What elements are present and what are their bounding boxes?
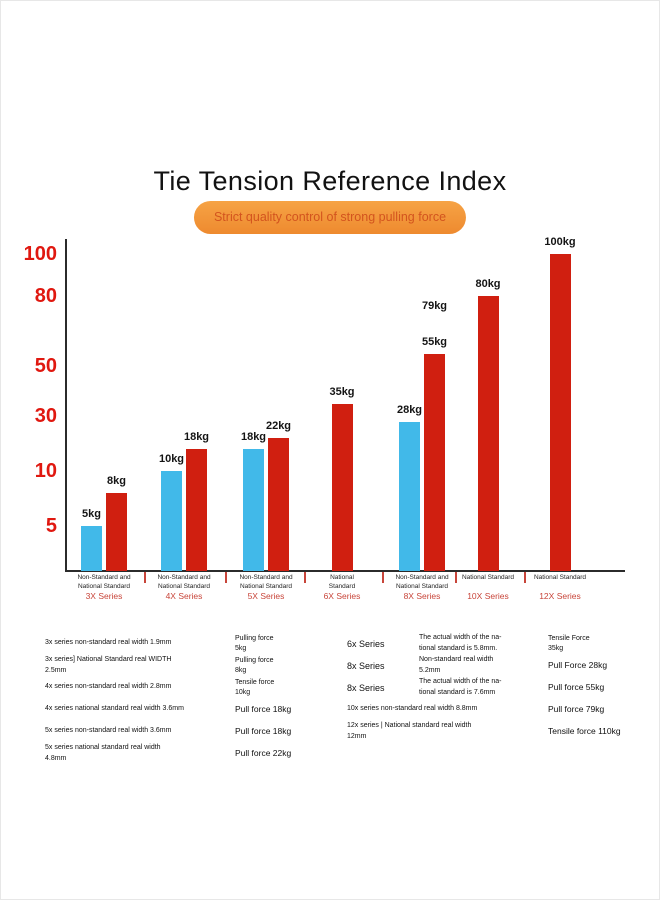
spec-description: 4x series non-standard real width 2.8mm (45, 683, 172, 691)
spec-description: The actual width of the na-tional standa… (419, 678, 502, 696)
spec-row: 8x Series Non-standard real width 5.2mm Pul… (347, 655, 645, 676)
spec-description: 3x series] National Standard real WIDTH 2… (45, 656, 172, 674)
spec-column-right: 6x Series The actual width of the na-tion… (347, 633, 645, 743)
x-axis-series-label: 10X Series (467, 591, 509, 601)
bar-value-label: 10kg (158, 453, 185, 465)
spec-force-value: Pull force 18kg (235, 725, 292, 736)
x-axis-series-label: 8X Series (403, 591, 441, 601)
bar-value-label: 18kg (240, 431, 267, 443)
spec-series-label: 6x Series (347, 638, 385, 649)
x-axis-series-label: 6X Series (323, 591, 361, 601)
bar-value-label: 35kg (329, 385, 355, 398)
spec-row: 5x series non-standard real width 3.6mm P… (45, 721, 337, 742)
page-title: Tie Tension Reference Index (153, 166, 507, 197)
spec-description: 5x series national standard real width 4.… (45, 744, 161, 762)
bar-8x-blue (399, 421, 420, 571)
bar-value-label: 28kg (396, 403, 423, 416)
x-axis-series-label: 4X Series (165, 591, 203, 601)
axis-separator-tick (382, 572, 384, 583)
bar-3x-red (106, 493, 127, 571)
bar-5x-red (268, 438, 289, 571)
x-axis-line (65, 570, 625, 572)
bar-4x-blue (161, 471, 182, 571)
spec-force-value: Pull Force 28kg (548, 659, 608, 670)
x-axis-standard-label: Non-Standard and National Standard (77, 574, 131, 590)
spec-row: 5x series national standard real width 4.… (45, 743, 337, 764)
y-axis-tick-label: 80 (34, 285, 57, 307)
x-axis-standard-label: National Standard (533, 574, 587, 581)
axis-separator-tick (304, 572, 306, 583)
x-axis-standard-label: Non-Standard and National Standard (157, 574, 211, 590)
bar-value-label: 80kg (475, 278, 501, 290)
spec-force-value: Pull force 55kg (548, 681, 605, 692)
spec-force-value: Pulling force 5kg (235, 635, 274, 652)
x-axis-standard-label: National Standard (461, 574, 515, 581)
bar-8x-red (424, 354, 445, 571)
axis-separator-tick (225, 572, 227, 583)
spec-force-value: Pull force 18kg (235, 703, 292, 714)
bar-value-label: 100kg (544, 236, 576, 248)
spec-description: 4x series national standard real width 3… (45, 705, 184, 713)
spec-row: 12x series | National standard real widt… (347, 721, 645, 742)
bar-12x-red (549, 254, 571, 571)
bar-value-label: 18kg (183, 431, 210, 443)
x-axis-series-label: 5X Series (247, 591, 285, 601)
spec-force-value: Tensile Force 35kg (548, 635, 590, 652)
spec-force-value: Pull force 79kg (548, 703, 605, 714)
spec-row: 4x series non-standard real width 2.8mm T… (45, 677, 337, 698)
spec-row: 3x series non-standard real width 1.9mm P… (45, 633, 337, 654)
x-axis-standard-label: Non-Standard and National Standard (239, 574, 293, 590)
quality-banner: Strict quality control of strong pulling… (193, 201, 467, 234)
bar-4x-red (186, 449, 207, 571)
y-axis-tick-label: 5 (45, 515, 57, 537)
y-axis-tick-label: 10 (34, 460, 57, 482)
spec-force-value: Tensile force 10kg (235, 679, 275, 696)
spec-force-value: Pull force 22kg (235, 747, 292, 758)
spec-row: 4x series national standard real width 3… (45, 699, 337, 720)
spec-row: 8x Series The actual width of the na-tion… (347, 677, 645, 698)
x-axis-series-label: 12X Series (539, 591, 581, 601)
y-axis-tick-label: 30 (34, 405, 57, 427)
spec-description: 10x series non-standard real width 8.8mm (347, 705, 478, 713)
spec-row: 10x series non-standard real width 8.8mm… (347, 699, 645, 720)
spec-series-label: 8x Series (347, 660, 385, 671)
axis-separator-tick (144, 572, 146, 583)
spec-column-left: 3x series non-standard real width 1.9mm P… (45, 633, 337, 765)
spec-description: Non-standard real width 5.2mm (419, 656, 494, 674)
spec-description: 3x series non-standard real width 1.9mm (45, 639, 172, 647)
x-axis-standard-label: National Standard (328, 574, 356, 590)
bar-3x-blue (81, 526, 102, 571)
bar-5x-blue (243, 449, 264, 571)
bar-value-label: 5kg (82, 508, 101, 520)
x-axis-series-label: 3X Series (85, 591, 123, 601)
quality-banner-text: Strict quality control of strong pulling… (213, 210, 447, 224)
spec-row: 3x series] National Standard real WIDTH 2… (45, 655, 337, 676)
y-axis-tick-label: 50 (34, 355, 57, 377)
bar-value-label: 8kg (107, 475, 126, 487)
spec-description: 12x series | National standard real widt… (347, 722, 472, 740)
axis-separator-tick (524, 572, 526, 583)
spec-force-value: Pulling force 8kg (235, 657, 274, 674)
spec-force-value: Tensile force 110kg (548, 725, 621, 736)
axis-separator-tick (455, 572, 457, 583)
spec-description: 5x series non-standard real width 3.6mm (45, 727, 172, 735)
bar-value-label: 55kg (421, 336, 448, 349)
bar-extra-value-label: 79kg (421, 300, 448, 313)
bar-10x-red (477, 296, 499, 571)
bar-6x-red (331, 403, 353, 571)
spec-series-label: 8x Series (347, 682, 385, 693)
y-axis-tick-label: 100 (23, 243, 57, 265)
spec-row: 6x Series The actual width of the na-tion… (347, 633, 645, 654)
y-axis-line (65, 239, 67, 571)
spec-description: The actual width of the na-tional standa… (419, 634, 502, 652)
x-axis-standard-label: Non-Standard and National Standard (395, 574, 449, 590)
bar-value-label: 22kg (265, 420, 292, 432)
